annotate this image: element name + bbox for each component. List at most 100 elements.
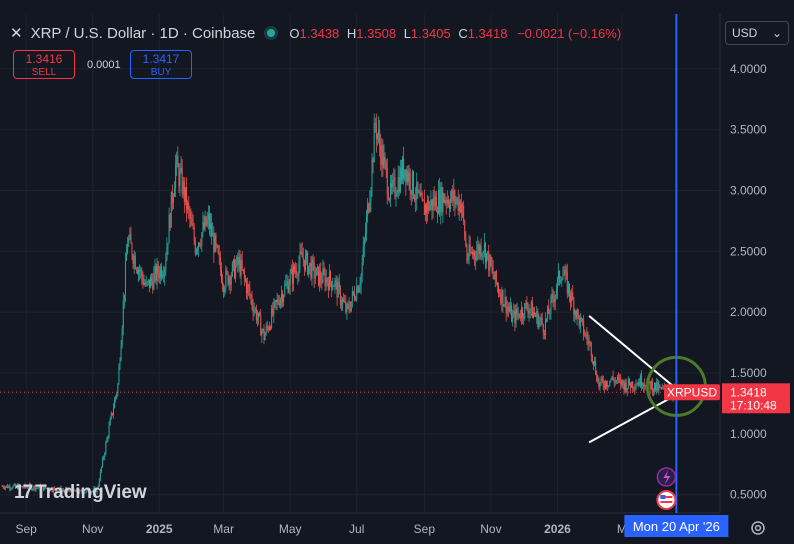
candle-body (207, 213, 209, 220)
candle-body (270, 326, 272, 329)
candle-body (104, 453, 106, 458)
candle-body (157, 264, 159, 274)
x-tick-label: 2026 (544, 522, 571, 536)
candle-body (249, 288, 251, 296)
symbol-tag-label: XRPUSD (667, 385, 717, 399)
candle-body (416, 181, 418, 199)
candle-body (136, 270, 138, 274)
candle-body (9, 486, 11, 489)
candle-body (15, 485, 17, 487)
candle-body (311, 259, 313, 279)
candle-body (144, 282, 146, 286)
candle-body (559, 271, 561, 282)
candle-body (319, 271, 321, 285)
candle-body (93, 488, 95, 491)
candle-body (165, 259, 167, 270)
candle-body (192, 225, 194, 229)
candle-body (358, 287, 360, 293)
candle-body (135, 268, 137, 271)
currency-value: USD (732, 26, 758, 40)
candle-body (26, 487, 28, 489)
candle-body (574, 310, 576, 315)
candle-body (642, 386, 644, 388)
candle-body (483, 243, 485, 252)
candle-body (45, 486, 47, 489)
candle-body (563, 275, 565, 277)
change-value: −0.0021 (−0.16%) (517, 25, 622, 41)
candle-body (253, 309, 255, 313)
candle-body (4, 486, 6, 489)
candle-body (204, 216, 206, 229)
candle-body (340, 304, 342, 305)
candle-body (445, 200, 447, 204)
candle-body (484, 243, 486, 264)
candle-body (160, 267, 162, 277)
candle-body (431, 199, 433, 210)
candle-body (283, 295, 285, 303)
last-price-label: 1.3418 (730, 385, 767, 399)
candle-body (313, 262, 315, 279)
candle-body (14, 484, 16, 487)
buy-button[interactable]: 1.3417 BUY (130, 50, 192, 79)
candle-body (287, 281, 289, 293)
candle-body (625, 381, 627, 392)
candle-body (48, 489, 50, 491)
candle-body (643, 384, 645, 387)
candle-body (508, 309, 510, 312)
candle-body (505, 296, 507, 314)
candle-body (134, 255, 136, 269)
candle-body (2, 486, 4, 488)
candle-body (426, 204, 428, 213)
candle-body (480, 245, 482, 257)
candle-body (337, 282, 339, 298)
candle-body (619, 378, 621, 380)
candle-body (394, 177, 396, 197)
candle-body (217, 245, 219, 254)
currency-select[interactable]: USD ⌄ (725, 21, 789, 45)
candle-body (458, 201, 460, 211)
candle-body (322, 268, 324, 283)
gear-icon[interactable] (749, 519, 767, 537)
candle-body (504, 296, 506, 305)
candle-body (386, 168, 388, 195)
legend-header: ✕ XRP / U.S. Dollar · 1D · Coinbase O1.3… (10, 23, 621, 43)
candle-body (385, 161, 387, 169)
candle-body (198, 243, 200, 250)
candle-body (84, 492, 86, 494)
us-flag-event-icon (656, 490, 677, 510)
candle-body (177, 155, 179, 168)
candle-body (47, 488, 49, 490)
candle-body (388, 199, 390, 200)
candle-body (576, 309, 578, 319)
candle-body (444, 200, 446, 203)
candle-body (367, 203, 369, 217)
candle-body (585, 333, 587, 336)
candle-body (506, 307, 508, 314)
candle-body (638, 382, 640, 386)
close-key: C (458, 25, 468, 41)
candle-body (227, 272, 229, 285)
candle-body (128, 238, 130, 244)
candle-body (156, 264, 158, 281)
candle-body (471, 251, 473, 255)
close-icon[interactable]: ✕ (10, 25, 23, 42)
candle-body (203, 222, 205, 229)
candle-body (316, 266, 318, 269)
candle-body (494, 271, 496, 280)
candle-body (142, 277, 144, 285)
candle-body (181, 167, 183, 194)
candle-body (188, 202, 190, 210)
candle-body (383, 156, 385, 168)
candle-body (171, 191, 173, 203)
sell-button[interactable]: 1.3416 SELL (13, 50, 75, 79)
candle-body (457, 197, 459, 211)
crosshair-date-label: Mon 20 Apr '26 (633, 519, 720, 534)
candle-body (234, 259, 236, 279)
candle-body (37, 487, 39, 489)
candle-body (359, 285, 361, 288)
candle-body (409, 172, 411, 191)
candle-body (186, 187, 188, 210)
candle-body (314, 275, 316, 279)
symbol-title[interactable]: XRP / U.S. Dollar · 1D · Coinbase (30, 24, 256, 42)
